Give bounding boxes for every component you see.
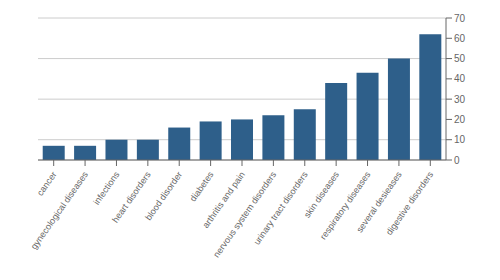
svg-text:10: 10 [454, 134, 466, 145]
svg-text:diabetes: diabetes [188, 169, 216, 203]
svg-text:digestive disorders: digestive disorders [384, 169, 436, 237]
svg-text:blood disorder: blood disorder [143, 170, 184, 222]
svg-text:gynecological diseases: gynecological diseases [29, 169, 91, 251]
svg-text:heart disorders: heart disorders [110, 169, 153, 225]
svg-text:arthritis and pain: arthritis and pain [200, 169, 247, 230]
svg-text:nervous system disorders: nervous system disorders [211, 169, 278, 259]
svg-text:several desieases: several desieases [354, 169, 404, 235]
svg-text:20: 20 [454, 114, 466, 125]
svg-text:70: 70 [454, 13, 466, 24]
svg-text:respiratory diseases: respiratory diseases [318, 169, 373, 242]
svg-text:infections: infections [91, 169, 121, 206]
svg-text:30: 30 [454, 94, 466, 105]
svg-text:60: 60 [454, 33, 466, 44]
svg-text:40: 40 [454, 73, 466, 84]
svg-text:50: 50 [454, 53, 466, 64]
svg-text:0: 0 [454, 155, 460, 166]
svg-text:cancer: cancer [35, 170, 59, 198]
svg-text:skin diseases: skin diseases [301, 169, 342, 220]
svg-text:urinary tract disorders: urinary tract disorders [252, 169, 310, 246]
